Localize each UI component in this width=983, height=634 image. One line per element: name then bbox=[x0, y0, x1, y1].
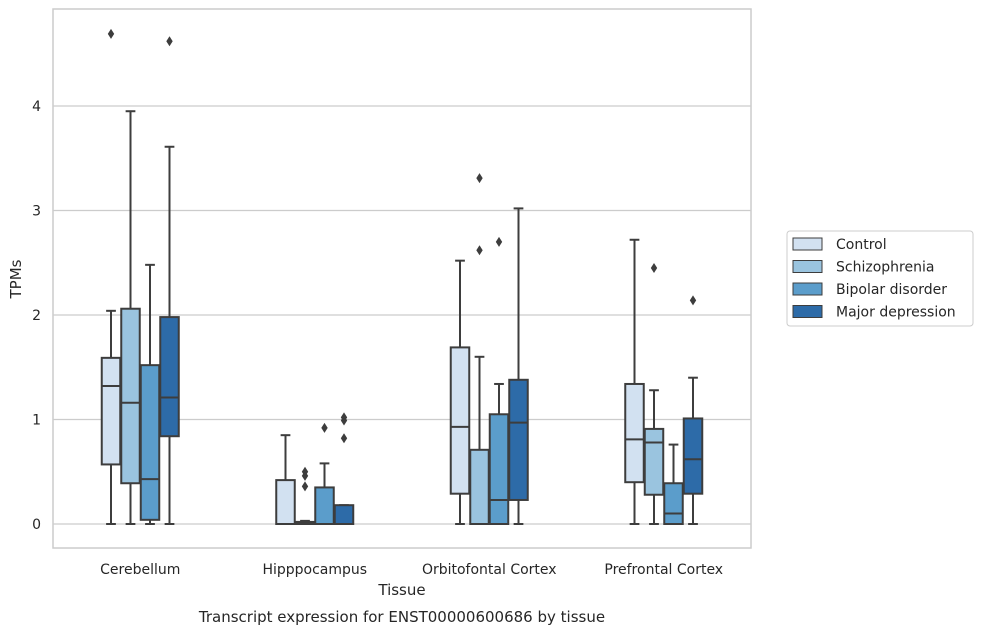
y-tick-label-1: 1 bbox=[32, 413, 41, 429]
chart-caption: Transcript expression for ENST0000060068… bbox=[198, 608, 605, 626]
x-tick-label: Hipppocampus bbox=[262, 562, 367, 578]
box-control bbox=[100, 28, 122, 525]
box-bipolar-disorder bbox=[488, 236, 510, 525]
box-iqr bbox=[488, 413, 510, 525]
outlier-point bbox=[166, 36, 173, 47]
box-iqr bbox=[643, 427, 665, 496]
box-major-depression bbox=[508, 207, 529, 525]
x-tick-label: Prefrontal Cortex bbox=[604, 562, 723, 578]
box-major-depression bbox=[333, 412, 355, 526]
boxes-layer bbox=[100, 28, 704, 526]
box-schizophrenia bbox=[469, 173, 490, 525]
box-iqr bbox=[449, 346, 471, 495]
box-iqr bbox=[100, 356, 122, 466]
y-tick-label-4: 4 bbox=[32, 99, 41, 115]
legend-swatch bbox=[792, 260, 823, 273]
x-tick-labels: Cerebellum Hipppocampus Orbitofontal Corte… bbox=[100, 562, 723, 578]
legend-item: Control bbox=[792, 237, 887, 253]
outlier-point bbox=[340, 433, 348, 444]
box-iqr bbox=[333, 504, 355, 526]
x-tick-label: Cerebellum bbox=[100, 562, 180, 578]
box-iqr bbox=[314, 486, 335, 525]
y-tick-labels: 0 1 2 3 4 bbox=[32, 99, 41, 533]
box-major-depression bbox=[682, 295, 704, 525]
y-tick-label-2: 2 bbox=[32, 308, 41, 324]
plot-frame bbox=[52, 8, 752, 549]
outlier-point bbox=[107, 28, 115, 39]
box-bipolar-disorder bbox=[663, 443, 684, 525]
y-tick-label-3: 3 bbox=[32, 204, 41, 220]
outlier-point bbox=[495, 236, 503, 247]
box-iqr bbox=[508, 378, 529, 501]
box-iqr bbox=[120, 307, 141, 485]
legend-label: Control bbox=[836, 237, 887, 253]
outlier-point bbox=[301, 481, 309, 492]
outlier-point bbox=[301, 466, 309, 477]
legend-label: Bipolar disorder bbox=[836, 282, 947, 298]
box-control bbox=[449, 259, 471, 525]
box-iqr bbox=[663, 482, 684, 525]
box-iqr bbox=[682, 417, 704, 495]
legend: Control Schizophrenia Bipolar disorder Majo… bbox=[786, 230, 974, 327]
legend-item: Major depression bbox=[792, 305, 956, 321]
outlier-point bbox=[340, 412, 348, 423]
box-control bbox=[624, 238, 645, 525]
legend-frame bbox=[786, 230, 974, 327]
x-axis-label: Tissue bbox=[377, 581, 425, 599]
box-iqr bbox=[624, 382, 645, 484]
legend-swatch bbox=[792, 305, 823, 318]
box-major-depression bbox=[159, 36, 180, 525]
legend-label: Major depression bbox=[836, 305, 956, 321]
outlier-point bbox=[321, 422, 328, 433]
outlier-point bbox=[689, 295, 697, 306]
box-schizophrenia bbox=[643, 262, 665, 525]
box-iqr bbox=[275, 479, 296, 525]
outlier-point bbox=[476, 173, 483, 184]
legend-label: Schizophrenia bbox=[836, 260, 934, 276]
box-schizophrenia bbox=[120, 110, 141, 525]
y-tick-label-0: 0 bbox=[32, 517, 41, 533]
box-control bbox=[275, 434, 296, 525]
legend-swatch bbox=[792, 237, 823, 251]
legend-swatch bbox=[792, 282, 823, 296]
box-iqr bbox=[469, 448, 490, 525]
outlier-point bbox=[650, 262, 658, 273]
legend-item: Schizophrenia bbox=[792, 260, 934, 276]
box-bipolar-disorder bbox=[314, 422, 335, 525]
box-bipolar-disorder bbox=[139, 263, 161, 525]
outlier-point bbox=[476, 245, 483, 256]
box-schizophrenia bbox=[294, 466, 316, 525]
box-iqr bbox=[159, 316, 180, 438]
x-tick-label: Orbitofontal Cortex bbox=[422, 562, 557, 578]
legend-items: Control Schizophrenia Bipolar disorder Majo… bbox=[792, 237, 956, 321]
y-axis-label: TPMs bbox=[7, 259, 25, 299]
box-iqr bbox=[139, 364, 161, 521]
legend-item: Bipolar disorder bbox=[792, 282, 947, 298]
